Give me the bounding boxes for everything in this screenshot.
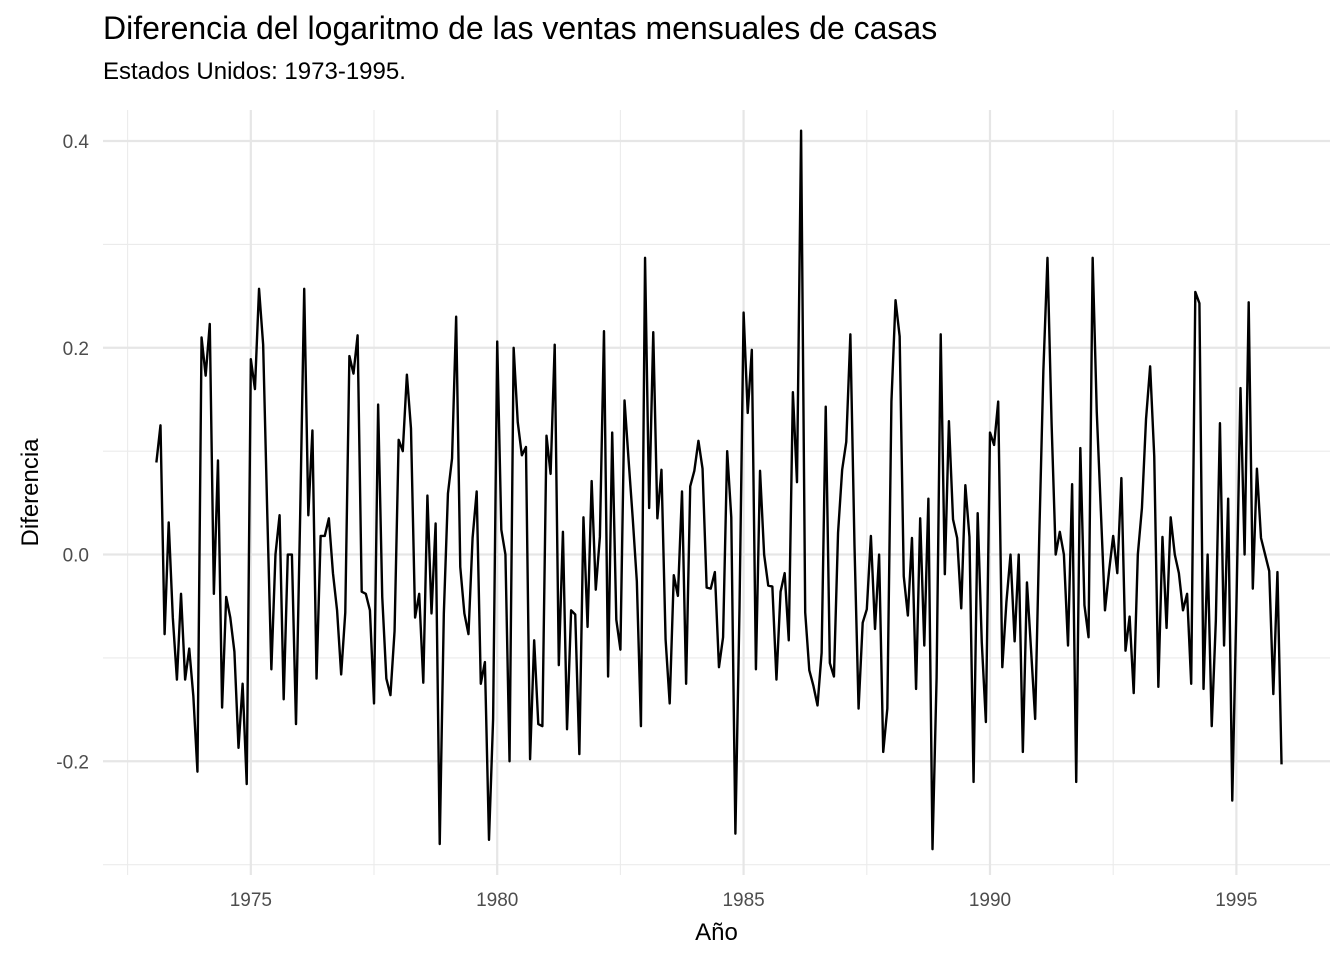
chart-title: Diferencia del logaritmo de las ventas m… [103,10,938,46]
x-tick-label: 1985 [722,890,764,911]
y-tick-label: 0.2 [63,339,89,360]
y-axis-title: Diferencia [17,438,44,547]
chart-subtitle: Estados Unidos: 1973-1995. [103,58,406,85]
series-line [155,129,1283,851]
x-axis-title: Año [695,919,738,946]
series-layer [155,129,1283,851]
x-tick-label: 1995 [1215,890,1257,911]
y-tick-label: 0.4 [63,132,90,153]
y-tick-label: -0.2 [56,752,89,773]
tick-labels: 1975 1980 1985 1990 1995 -0.2 0.0 0.2 0.4 [56,132,1257,911]
y-tick-label: 0.0 [63,546,89,567]
x-tick-label: 1975 [230,890,272,911]
major-gridlines [103,110,1330,875]
x-tick-label: 1990 [969,890,1011,911]
x-tick-label: 1980 [476,890,518,911]
